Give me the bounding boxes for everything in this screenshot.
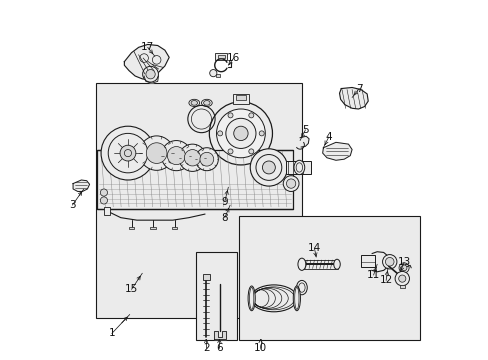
Text: 3: 3 (69, 200, 76, 210)
Circle shape (200, 152, 213, 166)
Ellipse shape (293, 286, 300, 311)
Bar (216, 74, 220, 77)
Polygon shape (300, 136, 308, 147)
Ellipse shape (250, 285, 297, 312)
Bar (233, 94, 248, 104)
Polygon shape (124, 44, 169, 80)
Ellipse shape (203, 100, 210, 105)
Circle shape (142, 66, 158, 82)
Ellipse shape (333, 259, 340, 269)
Circle shape (101, 126, 155, 180)
Ellipse shape (191, 100, 197, 105)
Ellipse shape (188, 99, 199, 107)
Circle shape (227, 113, 233, 118)
Circle shape (167, 147, 185, 165)
Circle shape (398, 275, 405, 282)
Circle shape (108, 134, 147, 173)
Circle shape (385, 257, 393, 266)
Text: 17: 17 (141, 42, 154, 52)
Ellipse shape (297, 258, 305, 270)
Circle shape (248, 113, 253, 118)
Bar (150, 226, 156, 229)
Circle shape (233, 126, 247, 140)
Circle shape (382, 255, 396, 269)
Bar (171, 226, 177, 229)
Bar (239, 216, 419, 339)
Polygon shape (339, 87, 367, 109)
Text: 6: 6 (216, 343, 222, 353)
Circle shape (227, 149, 233, 154)
Circle shape (100, 197, 107, 204)
Text: 8: 8 (221, 213, 227, 222)
Text: 11: 11 (366, 270, 380, 280)
Circle shape (398, 263, 408, 273)
Text: 15: 15 (124, 284, 138, 294)
Bar (97, 149, 292, 209)
Ellipse shape (296, 280, 306, 295)
Bar (217, 55, 224, 58)
Circle shape (283, 176, 298, 192)
Circle shape (195, 148, 218, 171)
Bar (104, 207, 110, 215)
Bar (360, 255, 375, 267)
Polygon shape (214, 331, 225, 338)
Ellipse shape (201, 99, 212, 107)
Text: 13: 13 (397, 257, 410, 267)
Bar (235, 95, 246, 100)
Circle shape (400, 265, 406, 271)
Circle shape (250, 149, 287, 186)
Text: 2: 2 (203, 343, 209, 353)
Ellipse shape (247, 286, 255, 311)
Circle shape (100, 189, 107, 196)
Circle shape (216, 109, 265, 158)
Text: 5: 5 (302, 125, 308, 135)
Circle shape (262, 161, 275, 174)
Circle shape (124, 149, 131, 157)
Text: 12: 12 (379, 275, 392, 285)
Polygon shape (73, 180, 89, 192)
Bar (128, 226, 134, 229)
Text: 10: 10 (254, 343, 266, 353)
Circle shape (139, 136, 174, 170)
Circle shape (146, 143, 166, 163)
Bar (285, 161, 310, 174)
Circle shape (217, 131, 222, 136)
Circle shape (255, 154, 281, 180)
Ellipse shape (293, 160, 304, 175)
Text: 4: 4 (325, 132, 331, 142)
Text: 16: 16 (226, 53, 240, 63)
Bar (202, 274, 209, 280)
Circle shape (286, 179, 295, 188)
Circle shape (179, 144, 206, 171)
Text: 1: 1 (108, 328, 115, 338)
Circle shape (120, 145, 136, 161)
Polygon shape (144, 76, 158, 83)
Circle shape (259, 131, 264, 136)
Text: 9: 9 (221, 197, 227, 207)
Bar (215, 53, 226, 60)
Circle shape (184, 150, 200, 166)
Circle shape (209, 102, 272, 165)
Bar (96, 83, 301, 318)
Circle shape (161, 140, 191, 171)
Circle shape (145, 69, 155, 79)
Bar (196, 252, 237, 339)
Text: 14: 14 (307, 243, 321, 253)
Bar (399, 285, 404, 288)
Circle shape (225, 118, 255, 148)
Circle shape (394, 271, 408, 286)
Text: 7: 7 (355, 84, 362, 94)
Circle shape (248, 149, 253, 154)
Circle shape (209, 69, 217, 77)
Polygon shape (322, 142, 351, 160)
